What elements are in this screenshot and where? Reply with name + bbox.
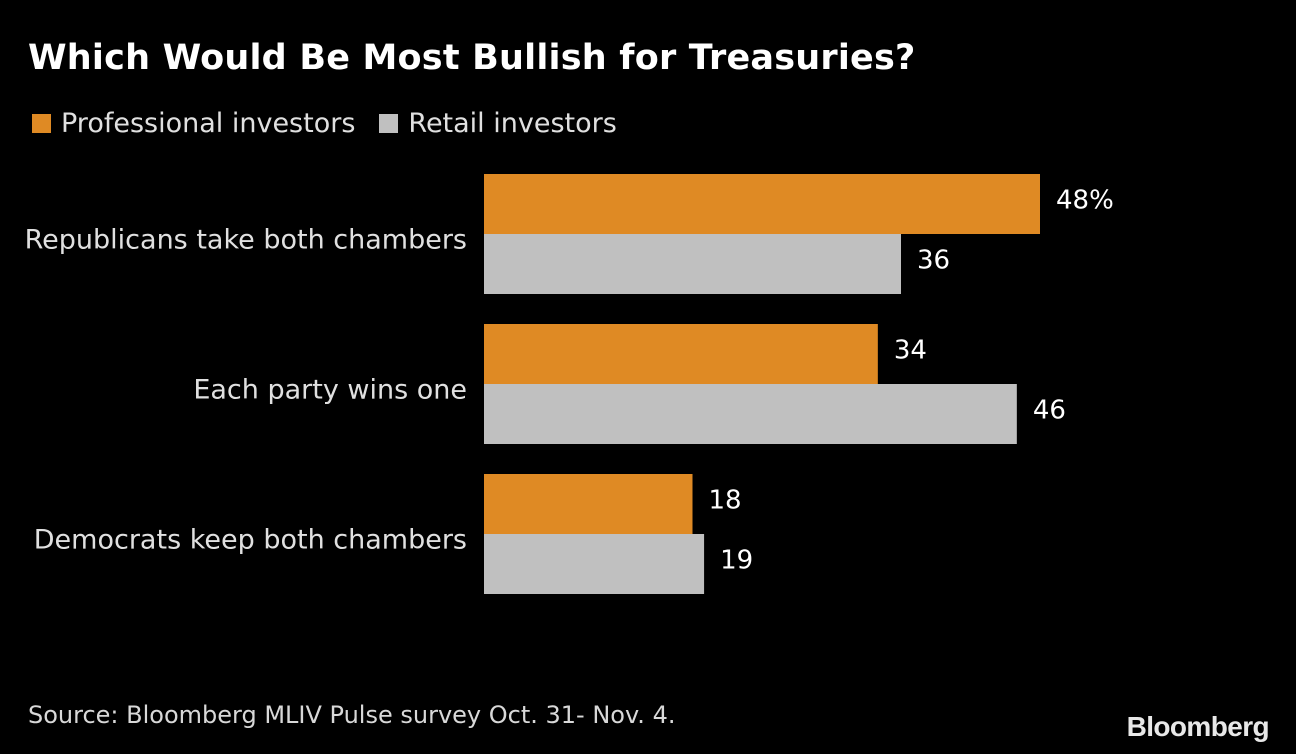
category-label-republicans-take-both-chambers: Republicans take both chambers [25,225,467,256]
value-label-professional-investors-republicans-take-both-chambers: 48% [1056,186,1114,216]
value-label-professional-investors-democrats-keep-both-chambers: 18 [709,486,742,516]
chart-title: Which Would Be Most Bullish for Treasuri… [28,38,916,78]
bar-retail-investors-democrats-keep-both-chambers [484,534,705,594]
bar-professional-investors-democrats-keep-both-chambers [484,474,693,534]
legend-swatch-professional [32,114,51,133]
bar-retail-investors-each-party-wins-one [484,384,1017,444]
value-label-retail-investors-republicans-take-both-chambers: 36 [917,246,950,276]
bar-retail-investors-republicans-take-both-chambers [484,234,901,294]
legend-item-professional: Professional investors [32,108,355,139]
legend-swatch-retail [379,114,399,133]
category-label-each-party-wins-one: Each party wins one [193,375,467,406]
value-label-retail-investors-each-party-wins-one: 46 [1033,396,1066,426]
legend: Professional investors Retail investors [32,108,641,139]
value-label-professional-investors-each-party-wins-one: 34 [894,336,927,366]
category-label-democrats-keep-both-chambers: Democrats keep both chambers [34,525,467,556]
legend-item-retail: Retail investors [379,108,617,139]
bar-professional-investors-republicans-take-both-chambers [484,174,1040,234]
source-note: Source: Bloomberg MLIV Pulse survey Oct.… [28,701,676,729]
bloomberg-logo: Bloomberg [1126,711,1270,742]
value-label-retail-investors-democrats-keep-both-chambers: 19 [720,546,753,576]
legend-label-retail: Retail investors [408,108,617,139]
legend-label-professional: Professional investors [61,108,356,139]
bar-professional-investors-each-party-wins-one [484,324,878,384]
